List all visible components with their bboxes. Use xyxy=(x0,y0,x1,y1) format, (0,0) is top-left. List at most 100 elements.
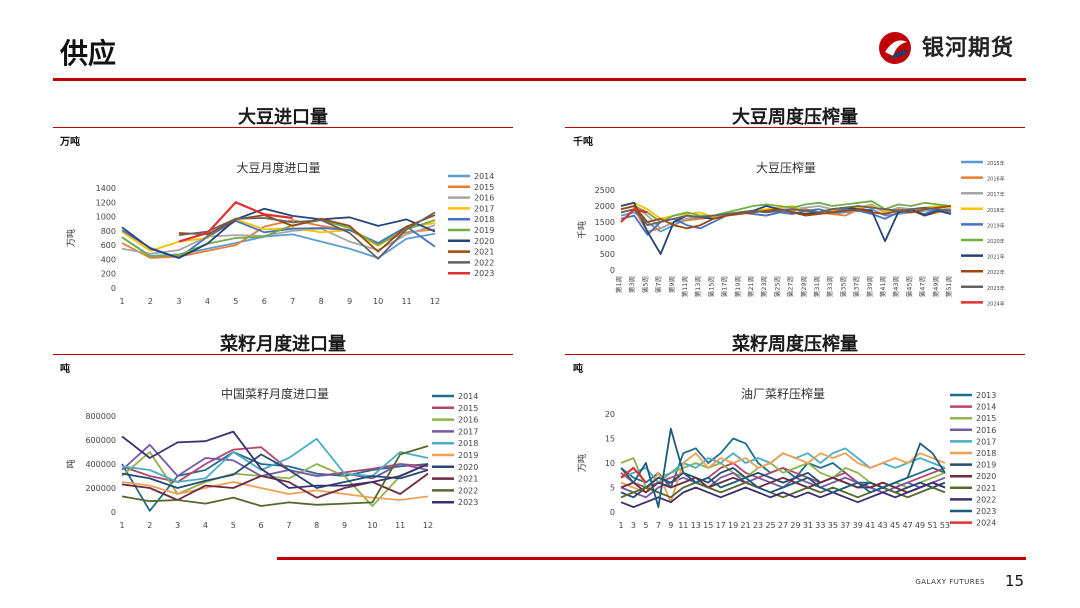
x-tick-label: 8 xyxy=(314,521,319,530)
series-line xyxy=(121,430,429,489)
x-tick-label: 7 xyxy=(286,521,291,530)
x-tick-label: 第13周 xyxy=(693,276,702,297)
legend-label: 2021年 xyxy=(987,254,1005,261)
y-tick-label: 1000 xyxy=(595,234,615,243)
x-tick-label: 1 xyxy=(119,521,124,530)
legend-label: 2020 xyxy=(474,237,494,246)
series-line xyxy=(121,453,429,489)
legend-label: 2017 xyxy=(976,437,996,446)
unit-label: 万吨 xyxy=(60,137,80,148)
x-tick-label: 第7周 xyxy=(654,276,663,293)
series-line xyxy=(620,208,648,223)
x-tick-label: 49 xyxy=(915,521,925,530)
x-tick-label: 11 xyxy=(395,521,405,530)
legend-label: 2022 xyxy=(976,495,996,504)
legend-label: 2020 xyxy=(458,463,478,472)
x-tick-label: 第39周 xyxy=(865,276,874,297)
legend-label: 2021 xyxy=(976,484,996,493)
x-tick-label: 1 xyxy=(618,521,623,530)
legend-label: 2015 xyxy=(976,414,996,423)
legend-label: 2014 xyxy=(458,392,478,401)
legend-label: 2023年 xyxy=(987,285,1005,292)
series-line xyxy=(620,437,946,489)
x-tick-label: 5 xyxy=(231,521,236,530)
chart-title: 油厂菜籽压榨量 xyxy=(741,386,825,401)
panel-title-soy-crush: 大豆周度压榨量 xyxy=(732,107,858,128)
x-tick-label: 第43周 xyxy=(891,276,900,297)
legend-label: 2019 xyxy=(976,461,996,470)
y-tick-label: 10 xyxy=(605,459,615,468)
legend-label: 2023 xyxy=(458,498,478,507)
brand-logo xyxy=(879,32,911,64)
chart-title: 大豆压榨量 xyxy=(756,160,816,175)
series-line xyxy=(620,481,946,499)
y-tick-label: 0 xyxy=(610,266,615,275)
x-tick-label: 第3周 xyxy=(627,276,636,293)
legend-label: 2022 xyxy=(458,486,478,495)
panel-rule xyxy=(53,127,513,128)
chart-title: 大豆月度进口量 xyxy=(236,160,320,175)
legend-label: 2018 xyxy=(474,215,494,224)
legend-label: 2021 xyxy=(474,248,494,257)
legend-label: 2019 xyxy=(474,226,494,235)
x-tick-label: 第29周 xyxy=(799,276,808,297)
x-tick-label: 10 xyxy=(367,521,377,530)
x-tick-label: 4 xyxy=(203,521,208,530)
x-tick-label: 第1周 xyxy=(614,276,623,293)
legend-label: 2018 xyxy=(976,449,996,458)
series-line xyxy=(620,208,952,236)
x-tick-label: 45 xyxy=(890,521,900,530)
footer-rule xyxy=(277,557,1026,560)
page-number: 15 xyxy=(1005,572,1025,590)
y-tick-label: 0 xyxy=(111,284,116,293)
series-line xyxy=(121,481,429,501)
x-tick-label: 3 xyxy=(176,297,181,306)
x-tick-label: 第23周 xyxy=(759,276,768,297)
series-line xyxy=(178,211,436,260)
x-tick-label: 33 xyxy=(815,521,825,530)
legend-label: 2015 xyxy=(474,183,494,192)
x-tick-label: 第47周 xyxy=(918,276,927,297)
y-tick-label: 800000 xyxy=(85,412,116,421)
y-axis-label: 万吨 xyxy=(576,454,588,472)
x-tick-label: 第27周 xyxy=(786,276,795,297)
y-tick-label: 200000 xyxy=(85,484,116,493)
x-tick-label: 5 xyxy=(233,297,238,306)
x-tick-label: 第41周 xyxy=(878,276,887,297)
header-rule xyxy=(53,78,1026,81)
x-tick-label: 第15周 xyxy=(706,276,715,297)
x-tick-label: 5 xyxy=(643,521,648,530)
series-line xyxy=(620,466,647,484)
x-tick-label: 9 xyxy=(347,297,352,306)
legend-label: 2020 xyxy=(976,472,996,481)
panel-rule xyxy=(565,127,1025,128)
legend-label: 2017年 xyxy=(987,191,1005,198)
x-tick-label: 第37周 xyxy=(852,276,861,297)
series-line xyxy=(121,437,429,483)
legend-label: 2016 xyxy=(474,194,494,203)
unit-label: 吨 xyxy=(573,364,583,375)
y-tick-label: 2500 xyxy=(595,186,615,195)
x-tick-label: 3 xyxy=(631,521,636,530)
x-tick-label: 43 xyxy=(878,521,888,530)
legend-label: 2023 xyxy=(976,507,996,516)
legend-label: 2015 xyxy=(458,404,478,413)
legend-label: 2022 xyxy=(474,258,494,267)
x-tick-label: 39 xyxy=(853,521,863,530)
series-line xyxy=(620,427,946,508)
series-line xyxy=(121,219,436,258)
y-axis-label: 千吨 xyxy=(576,221,588,239)
x-tick-label: 6 xyxy=(259,521,264,530)
x-tick-label: 21 xyxy=(741,521,751,530)
legend-label: 2016 xyxy=(458,416,478,425)
x-tick-label: 17 xyxy=(716,521,726,530)
x-tick-label: 第45周 xyxy=(904,276,913,297)
x-tick-label: 11 xyxy=(678,521,688,530)
x-tick-label: 53 xyxy=(940,521,950,530)
panel-title-rapeseed-crush: 菜籽周度压榨量 xyxy=(732,334,858,355)
series-line xyxy=(121,451,429,512)
x-tick-label: 3 xyxy=(175,521,180,530)
x-tick-label: 11 xyxy=(401,297,411,306)
legend-label: 2018 xyxy=(458,439,478,448)
legend-label: 2021 xyxy=(458,475,478,484)
